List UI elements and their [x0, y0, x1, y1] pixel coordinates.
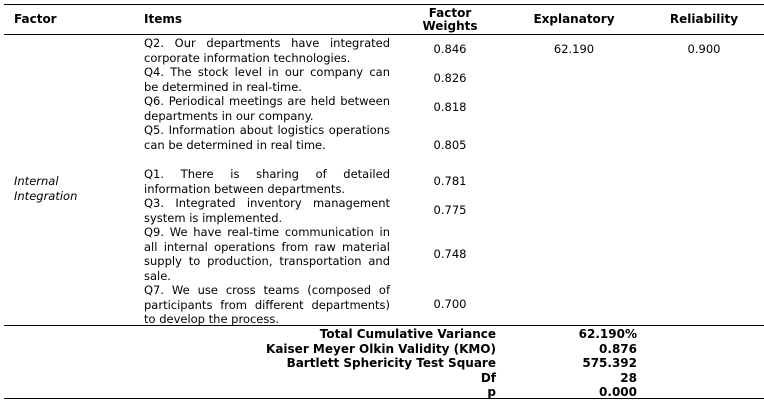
body-bottom-rule: [4, 325, 764, 326]
item-q4: Q4. The stock level in our company can b…: [144, 65, 390, 94]
weight-q5: 0.805: [433, 138, 467, 152]
header-top-rule: [4, 4, 764, 5]
header-items: Items: [144, 12, 182, 26]
item-q9: Q9. We have real-time communication in a…: [144, 225, 390, 283]
reliability-value: 0.900: [687, 42, 721, 56]
item-q1: Q1. There is sharing of detailed informa…: [144, 167, 390, 196]
weight-q6: 0.818: [433, 100, 467, 114]
table-bottom-rule: [4, 398, 764, 399]
factor-name-line2: Integration: [14, 189, 78, 203]
weight-q9: 0.748: [433, 247, 467, 261]
explanatory-value: 62.190: [553, 42, 595, 56]
header-explanatory: Explanatory: [533, 12, 615, 26]
item-q2: Q2. Our departments have integrated corp…: [144, 36, 390, 65]
summary-value-kmo: 0.876: [599, 342, 637, 356]
summary-label-kmo: Kaiser Meyer Olkin Validity (KMO): [266, 342, 496, 356]
item-q5: Q5. Information about logistics operatio…: [144, 123, 390, 152]
header-weights-line2: Weights: [422, 19, 478, 33]
item-q7: Q7. We use cross teams (composed of part…: [144, 283, 390, 327]
summary-value-p: 0.000: [599, 385, 637, 399]
summary-label-total-variance: Total Cumulative Variance: [319, 327, 496, 341]
summary-label-df: Df: [480, 371, 496, 385]
header-factor: Factor: [14, 12, 57, 26]
factor-name-line1: Internal: [14, 174, 59, 188]
weight-q1: 0.781: [433, 174, 467, 188]
weight-q3: 0.775: [433, 203, 467, 217]
weight-q7: 0.700: [433, 297, 467, 311]
summary-value-bartlett: 575.392: [582, 356, 637, 370]
summary-value-df: 28: [620, 371, 637, 385]
weight-q4: 0.826: [433, 71, 467, 85]
summary-label-p: p: [487, 385, 496, 399]
summary-value-total-variance: 62.190%: [578, 327, 637, 341]
item-q6: Q6. Periodical meetings are held between…: [144, 94, 390, 123]
header-weights-line1: Factor: [428, 6, 472, 20]
header-bottom-rule: [4, 34, 764, 35]
header-reliability: Reliability: [669, 12, 739, 26]
item-q3: Q3. Integrated inventory management syst…: [144, 196, 390, 225]
summary-label-bartlett: Bartlett Sphericity Test Square: [286, 356, 496, 370]
weight-q2: 0.846: [433, 42, 467, 56]
